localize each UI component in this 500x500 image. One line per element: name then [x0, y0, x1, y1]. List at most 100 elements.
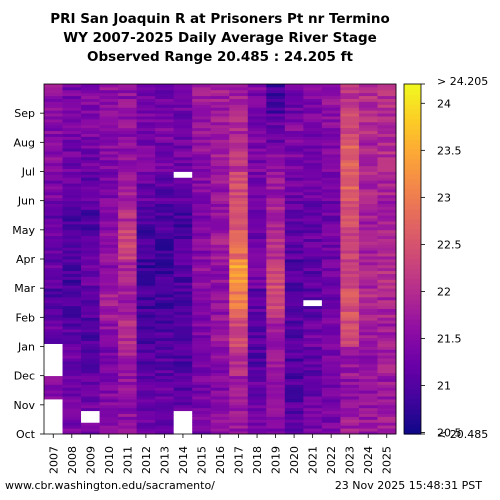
- heatmap-strip: [62, 124, 82, 129]
- heatmap-strip: [155, 419, 175, 423]
- heatmap-strip: [247, 113, 267, 117]
- heatmap-strip: [321, 267, 341, 272]
- heatmap-strip: [303, 361, 323, 365]
- heatmap-strip: [155, 299, 175, 304]
- heatmap-cell-2023-Sep: [340, 84, 360, 114]
- heatmap-strip: [136, 329, 156, 333]
- heatmap-strip: [118, 387, 138, 391]
- heatmap-strip: [44, 308, 63, 312]
- heatmap-strip: [303, 381, 323, 385]
- heatmap-strip: [247, 116, 267, 120]
- heatmap-strip: [62, 425, 82, 429]
- heatmap-strip: [155, 378, 175, 382]
- heatmap-strip: [377, 364, 397, 368]
- heatmap-strip: [229, 358, 249, 362]
- heatmap-cell-2010-Jul: [99, 142, 119, 172]
- heatmap-strip: [266, 113, 286, 117]
- heatmap-strip: [62, 337, 82, 342]
- heatmap-strip: [173, 326, 193, 330]
- heatmap-strip: [303, 142, 323, 146]
- heatmap-strip: [358, 191, 378, 196]
- heatmap-strip: [173, 401, 193, 406]
- heatmap-strip: [173, 221, 193, 225]
- heatmap-strip: [266, 121, 286, 126]
- heatmap-strip: [136, 206, 156, 210]
- heatmap-strip: [210, 399, 230, 403]
- heatmap-strip: [62, 296, 82, 301]
- heatmap-strip: [377, 250, 397, 254]
- heatmap-strip: [358, 387, 378, 391]
- heatmap-strip: [192, 337, 212, 342]
- heatmap-strip: [266, 241, 286, 245]
- heatmap-cell-2008-Oct: [62, 404, 82, 435]
- heatmap-strip: [247, 267, 267, 272]
- heatmap-strip: [229, 317, 249, 321]
- heatmap-strip: [266, 270, 286, 274]
- heatmap-strip: [229, 241, 249, 245]
- heatmap-strip: [358, 396, 378, 400]
- heatmap-strip: [229, 337, 249, 342]
- heatmap-strip: [44, 317, 63, 321]
- heatmap-strip: [44, 203, 63, 207]
- heatmap-strip: [266, 369, 286, 374]
- heatmap-strip: [62, 113, 82, 117]
- heatmap-strip: [99, 294, 119, 298]
- heatmap-strip: [377, 329, 397, 333]
- heatmap-strip: [44, 326, 63, 330]
- heatmap-strip: [99, 101, 119, 105]
- heatmap-strip: [155, 168, 175, 172]
- heatmap-strip: [284, 189, 304, 193]
- heatmap-strip: [173, 241, 193, 245]
- heatmap-strip: [340, 381, 360, 385]
- heatmap-strip: [62, 221, 82, 225]
- heatmap-strip: [44, 331, 63, 336]
- heatmap-strip: [136, 136, 156, 140]
- heatmap-strip: [321, 256, 341, 260]
- heatmap-strip: [136, 197, 156, 202]
- heatmap-strip: [210, 296, 230, 301]
- heatmap-cell-2007-Jan: [44, 317, 63, 347]
- heatmap-strip: [62, 375, 82, 379]
- heatmap-strip: [358, 130, 378, 134]
- heatmap-strip: [118, 384, 138, 388]
- heatmap-strip: [136, 331, 156, 336]
- heatmap-strip: [377, 428, 397, 432]
- heatmap-strip: [136, 337, 156, 342]
- heatmap-strip: [62, 302, 82, 307]
- heatmap-strip: [62, 197, 82, 202]
- heatmap-strip: [303, 390, 323, 394]
- heatmap-strip: [340, 416, 360, 420]
- heatmap-strip: [266, 294, 286, 298]
- heatmap-strip: [99, 282, 119, 286]
- heatmap-strip: [81, 171, 100, 175]
- heatmap-strip: [118, 314, 138, 318]
- colorbar-segment: [404, 274, 421, 280]
- heatmap-strip: [173, 203, 193, 207]
- heatmap-strip: [192, 209, 212, 213]
- heatmap-strip: [321, 148, 341, 152]
- heatmap-strip: [377, 221, 397, 225]
- heatmap-strip: [155, 229, 175, 234]
- heatmap-strip: [62, 241, 82, 245]
- heatmap-strip: [210, 119, 230, 123]
- heatmap-strip: [192, 247, 212, 251]
- heatmap-strip: [81, 343, 100, 347]
- heatmap-strip: [229, 291, 249, 295]
- heatmap-strip: [266, 124, 286, 129]
- heatmap-strip: [358, 329, 378, 333]
- heatmap-strip: [358, 244, 378, 248]
- heatmap-strip: [62, 142, 82, 146]
- heatmap-strip: [284, 221, 304, 225]
- heatmap-strip: [284, 250, 304, 254]
- heatmap-strip: [62, 145, 82, 149]
- heatmap-strip: [247, 154, 267, 158]
- heatmap-strip: [44, 343, 63, 347]
- heatmap-strip: [247, 133, 267, 137]
- heatmap-strip: [210, 346, 230, 350]
- heatmap-strip: [229, 206, 249, 210]
- heatmap-strip: [303, 154, 323, 158]
- heatmap-strip: [81, 183, 100, 187]
- heatmap-strip: [81, 174, 100, 178]
- heatmap-strip: [81, 92, 100, 97]
- heatmap-strip: [377, 95, 397, 99]
